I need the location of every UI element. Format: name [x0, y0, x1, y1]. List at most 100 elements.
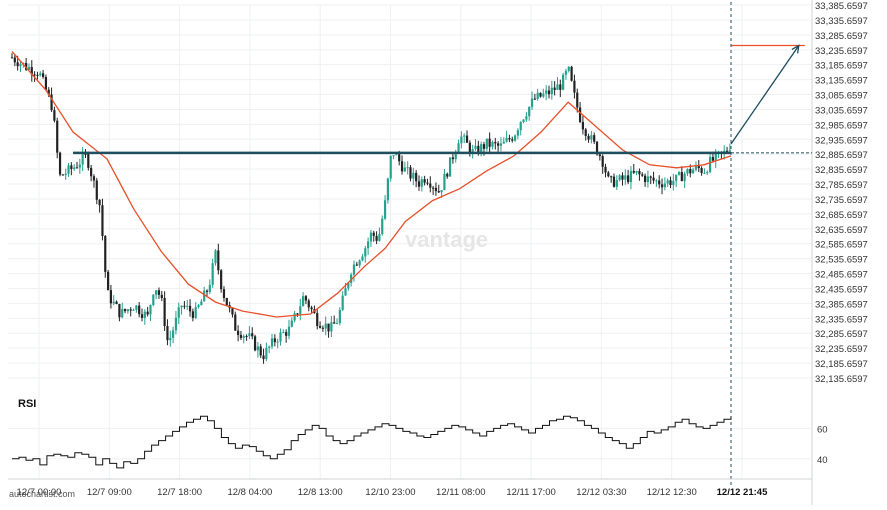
candle-body [33, 74, 36, 76]
candle-body [409, 167, 412, 179]
candle-body [92, 176, 96, 181]
price-tick-label: 32,185.6597 [815, 359, 868, 370]
candle-body [58, 152, 62, 175]
candle-body [75, 167, 79, 169]
candle-body [73, 167, 76, 169]
moving-average-line [11, 50, 732, 318]
price-tick-label: 32,585.6597 [815, 240, 868, 251]
candle-body [188, 305, 192, 312]
candle-body [392, 155, 395, 157]
price-tick-label: 32,685.6597 [815, 210, 868, 221]
candle-body [262, 355, 265, 360]
candle-body [581, 121, 585, 130]
candle-body [482, 144, 486, 149]
candle-body [587, 135, 590, 140]
candle-body [310, 307, 313, 310]
grid [8, 0, 813, 505]
candle-body [217, 250, 220, 271]
candle-body [474, 145, 477, 150]
candle-body [101, 205, 104, 236]
candle-body [25, 62, 28, 70]
candle-body [16, 62, 19, 67]
price-tick-label: 32,735.6597 [815, 195, 868, 206]
candle-body [95, 180, 98, 200]
candle-body [203, 290, 206, 302]
candle-body [183, 305, 186, 307]
price-tick-label: 32,485.6597 [815, 270, 868, 281]
price-tick-label: 33,235.6597 [815, 46, 868, 57]
candle-body [174, 317, 178, 331]
candles [10, 53, 731, 364]
candle-body [231, 308, 234, 315]
candle-body [621, 175, 624, 180]
candle-body [477, 145, 480, 154]
candle-body [205, 290, 209, 292]
time-tick-label: 12/12 21:45 [717, 487, 768, 498]
price-tick-label: 33,335.6597 [815, 16, 868, 27]
candle-body [406, 167, 409, 169]
candle-body [282, 332, 285, 334]
candle-body [629, 170, 633, 183]
rsi-axis: 60 40 [817, 424, 828, 465]
candle-body [268, 346, 271, 348]
time-tick-label: 12/8 04:00 [227, 487, 272, 498]
candle-body [420, 179, 423, 187]
candle-body [677, 172, 681, 175]
candle-body [448, 157, 452, 177]
candle-body [121, 308, 124, 318]
candle-body [321, 327, 324, 329]
candle-body [417, 181, 421, 187]
time-tick-label: 12/12 12:30 [647, 487, 697, 498]
candle-body [601, 156, 604, 167]
candle-body [646, 176, 650, 183]
candle-body [279, 332, 282, 342]
candle-body [632, 170, 635, 173]
candle-body [115, 301, 118, 305]
candle-body [595, 141, 599, 155]
candle-body [166, 326, 169, 341]
candle-body [706, 171, 709, 173]
candle-body [426, 182, 429, 184]
candle-body [400, 161, 404, 172]
candle-body [533, 98, 536, 100]
candle-body [318, 325, 322, 328]
candle-body [437, 191, 440, 193]
price-tick-label: 33,135.6597 [815, 76, 868, 87]
candle-body [39, 73, 42, 76]
candle-body [290, 320, 293, 327]
candle-body [61, 174, 64, 176]
watermark-text: vantage [405, 227, 488, 252]
candle-body [41, 73, 45, 77]
candle-body [545, 90, 548, 94]
candle-body [590, 135, 593, 140]
candle-body [106, 271, 110, 291]
candle-body [432, 187, 435, 189]
candle-body [208, 284, 211, 292]
candle-body [680, 172, 683, 182]
candle-body [403, 167, 406, 172]
candle-body [344, 288, 347, 296]
candle-body [87, 153, 90, 168]
candle-body [78, 164, 81, 168]
candle-body [324, 323, 327, 329]
candle-body [287, 326, 291, 336]
candle-body [700, 168, 703, 173]
candle-body [660, 184, 664, 188]
candle-body [19, 64, 22, 67]
candle-body [649, 176, 652, 178]
candle-body [64, 173, 67, 176]
candle-body [273, 338, 276, 343]
candle-body [330, 322, 333, 332]
candle-body [562, 74, 565, 90]
price-tick-label: 32,835.6597 [815, 165, 868, 176]
candle-body [502, 141, 505, 144]
time-tick-label: 12/7 18:00 [157, 487, 202, 498]
candle-body [304, 296, 308, 301]
candle-body [13, 57, 16, 63]
candle-body [460, 136, 463, 144]
candle-body [383, 200, 387, 219]
candle-body [451, 157, 454, 160]
watermark-logo: vantage [405, 227, 488, 252]
